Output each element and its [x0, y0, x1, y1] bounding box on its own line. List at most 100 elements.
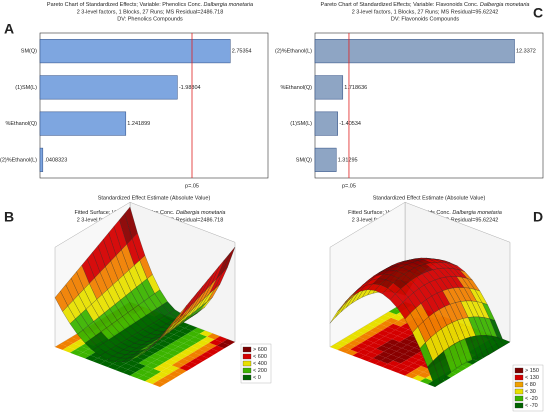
floor-contour — [167, 349, 181, 356]
floor-contour — [157, 377, 171, 384]
floor-contour — [383, 311, 397, 318]
floor-contour — [340, 337, 354, 344]
floor-contour — [399, 338, 413, 345]
floor-contour — [385, 317, 399, 324]
floor-contour — [372, 354, 386, 361]
value-label: -1.40534 — [339, 121, 361, 127]
bar — [314, 75, 344, 100]
floor-contour — [391, 314, 404, 321]
floor-contour — [373, 339, 387, 346]
floor-contour — [142, 372, 156, 379]
floor-contour — [77, 352, 91, 359]
floor-contour — [150, 374, 164, 381]
floor-contour — [366, 336, 380, 343]
floor-contour — [330, 343, 343, 350]
legend-label: < 600 — [253, 354, 267, 360]
floor-contour — [172, 346, 186, 353]
floor-contour — [381, 342, 395, 349]
floor-contour — [351, 330, 365, 337]
floor-contour — [211, 345, 225, 352]
floor-contour — [122, 369, 136, 376]
floor-contour — [152, 344, 166, 351]
surface-box — [329, 201, 511, 388]
panel-title: Pareto Chart of Standardized Effects; Va… — [321, 2, 530, 8]
floor-contour — [160, 347, 173, 354]
legend-swatch — [242, 360, 252, 367]
floor-contour — [367, 321, 381, 328]
floor-contour — [207, 333, 220, 340]
floor-contour — [163, 337, 177, 344]
floor-contour — [173, 368, 187, 375]
floor-contour — [149, 353, 163, 360]
floor-contour — [380, 357, 394, 364]
floor-contour — [368, 342, 382, 349]
floor-contour — [406, 357, 419, 364]
floor-contour — [403, 350, 417, 357]
legend-swatch — [514, 367, 524, 374]
floor-contour — [133, 363, 147, 370]
bar — [314, 111, 338, 136]
panel-letter: C — [533, 5, 543, 21]
legend-swatch — [514, 381, 524, 388]
floor-contour — [383, 348, 397, 355]
floor-contour — [380, 320, 394, 327]
floor-contour — [420, 378, 433, 385]
floor-contour — [365, 352, 379, 359]
floor-contour — [73, 340, 87, 347]
floor-contour — [115, 366, 128, 373]
floor-contour — [125, 360, 139, 367]
legend-label: < 80 — [525, 382, 536, 388]
floor-contour — [395, 363, 409, 370]
floor-contour — [203, 342, 217, 349]
floor-contour — [348, 340, 362, 347]
floor-contour — [394, 342, 408, 349]
floor-contour — [82, 349, 96, 356]
floor-contour — [214, 336, 228, 343]
panel-letter: A — [4, 21, 14, 37]
floor-contour — [391, 351, 404, 358]
floor-contour — [163, 374, 177, 381]
floor-contour — [376, 345, 389, 352]
floor-contour — [353, 337, 367, 344]
floor-contour — [350, 346, 364, 353]
floor-contour — [137, 375, 151, 382]
bar — [39, 39, 231, 64]
panel-dv: DV: Phenolics Compounds — [117, 16, 183, 22]
floor-contour — [362, 324, 375, 331]
floor-contour — [90, 352, 104, 359]
floor-contour — [169, 355, 183, 362]
floor-contour — [184, 324, 198, 331]
bar — [314, 39, 515, 64]
value-label: 1.31295 — [338, 157, 358, 163]
title-species: Dalbergia monetaria — [204, 2, 254, 8]
floor-contour — [415, 365, 429, 372]
bar — [314, 147, 337, 172]
legend-label: < -20 — [525, 396, 538, 402]
plot-frame — [39, 32, 269, 179]
legend-swatch — [514, 388, 524, 395]
floor-contour — [143, 356, 157, 363]
value-label: .0408323 — [44, 157, 67, 163]
floor-contour — [405, 372, 418, 379]
legend-swatch — [514, 395, 524, 402]
floor-contour — [408, 363, 422, 370]
floor-contour — [346, 334, 359, 341]
floor-contour — [409, 347, 423, 354]
category-label: SM(Q) — [21, 49, 37, 55]
floor-contour — [357, 349, 371, 356]
legend-label: < 30 — [525, 389, 536, 395]
floor-contour — [216, 342, 230, 349]
side-wall — [329, 201, 406, 348]
panel-title: Pareto Chart of Standardized Effects; Va… — [47, 2, 253, 8]
floor-contour — [385, 354, 399, 361]
floor-contour — [337, 346, 351, 353]
floor-contour — [388, 308, 402, 315]
legend-swatch — [242, 374, 252, 381]
threshold-label: p=.05 — [342, 183, 356, 189]
floor-contour — [147, 347, 160, 354]
floor-contour — [157, 340, 171, 347]
floor-contour — [187, 352, 201, 359]
value-label: 1.718636 — [344, 85, 367, 91]
floor-contour — [356, 327, 370, 334]
